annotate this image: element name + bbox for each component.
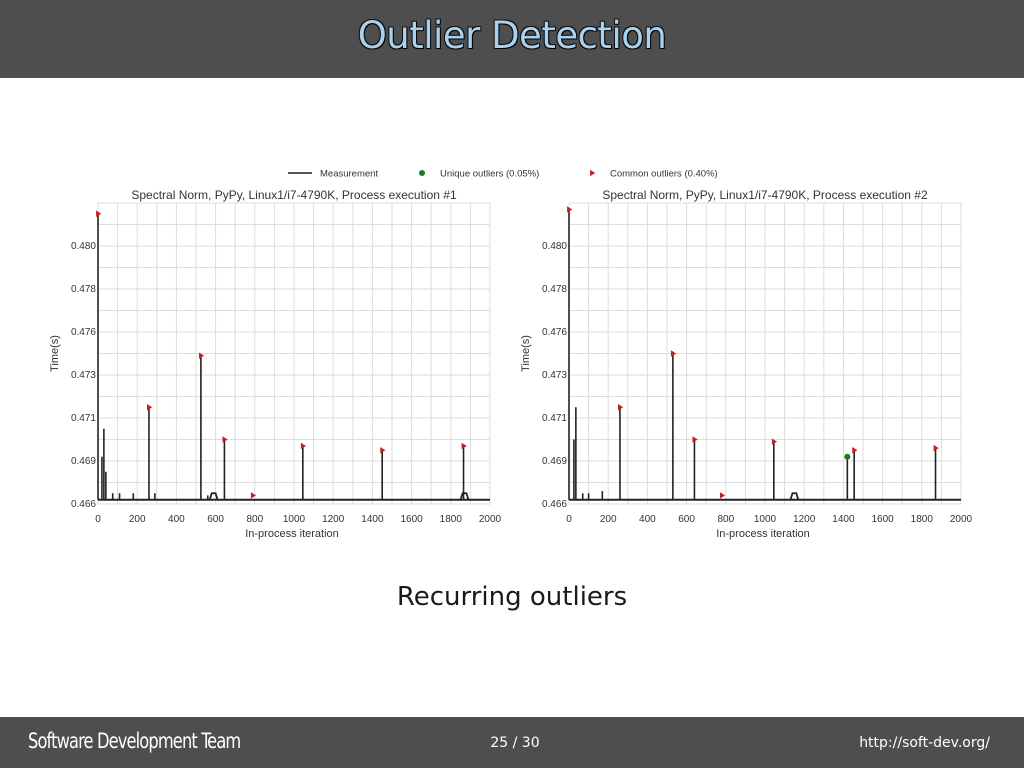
common-outlier-marker	[96, 210, 102, 217]
common-outlier-marker	[380, 447, 386, 454]
unique-outlier-marker	[844, 453, 851, 460]
y-axis-label: Time(s)	[49, 335, 61, 372]
legend-label: Measurement	[320, 169, 378, 180]
x-axis-label: In-process iteration	[716, 528, 810, 540]
y-tick-label: 0.473	[542, 370, 567, 381]
common-outlier-marker	[567, 206, 573, 213]
x-tick-label: 1600	[871, 514, 894, 525]
slide-caption: Recurring outliers	[396, 582, 628, 612]
common-outlier-marker	[618, 404, 624, 411]
x-tick-label: 1400	[832, 514, 855, 525]
x-axis-label: In-process iteration	[245, 528, 339, 540]
outlier-markers	[567, 206, 939, 499]
outlier-markers	[96, 210, 467, 499]
measurement-series	[97, 213, 490, 501]
y-tick-label: 0.471	[71, 413, 96, 424]
legend-label: Unique outliers (0.05%)	[440, 169, 539, 180]
measurement-bump	[459, 492, 470, 500]
chart-legend: Measurement Unique outliers (0.05%) Common…	[288, 169, 718, 180]
y-tick-label: 0.466	[542, 499, 567, 510]
y-axis-label: Time(s)	[520, 335, 532, 372]
x-tick-label: 400	[168, 514, 185, 525]
common-outlier-marker	[198, 352, 205, 359]
slide-header: Outlier Detection	[0, 0, 1024, 78]
y-tick-label: 0.480	[542, 241, 567, 252]
y-tick-label: 0.466	[71, 499, 96, 510]
chart-execution-1: Spectral Norm, PyPy, Linux1/i7-4790K, Pr…	[49, 188, 502, 540]
common-outlier-marker	[852, 447, 858, 454]
legend-circle-icon	[419, 170, 425, 176]
common-outlier-marker	[147, 404, 153, 411]
common-outlier-marker	[719, 492, 726, 499]
y-tick-label: 0.480	[71, 241, 96, 252]
slide-footer: Software Development Team 25 / 30 http:/…	[0, 717, 1024, 768]
common-outlier-marker	[300, 442, 307, 450]
x-tick-label: 0	[95, 514, 101, 525]
common-outlier-marker	[222, 436, 228, 443]
measurement-series	[568, 209, 961, 501]
x-tick-label: 2000	[950, 514, 973, 525]
legend-label: Common outliers (0.40%)	[610, 169, 718, 180]
x-tick-label: 1000	[283, 514, 306, 525]
x-tick-label: 800	[717, 514, 734, 525]
x-tick-label: 1600	[400, 514, 423, 525]
x-tick-label: 1800	[911, 514, 934, 525]
y-tick-label: 0.476	[71, 327, 96, 338]
common-outlier-marker	[461, 442, 467, 450]
grid-lines	[568, 202, 962, 505]
common-outlier-marker	[250, 492, 257, 499]
common-outlier-marker	[670, 350, 677, 357]
slide-title: Outlier Detection	[357, 14, 667, 57]
x-tick-label: 2000	[479, 514, 502, 525]
x-tick-label: 1200	[793, 514, 816, 525]
x-tick-label: 400	[639, 514, 656, 525]
x-tick-label: 600	[207, 514, 224, 525]
y-tick-label: 0.471	[542, 413, 567, 424]
chart-title: Spectral Norm, PyPy, Linux1/i7-4790K, Pr…	[602, 188, 928, 202]
y-tick-label: 0.478	[542, 284, 567, 295]
x-tick-label: 1200	[322, 514, 345, 525]
y-tick-label: 0.476	[542, 327, 567, 338]
x-tick-label: 1400	[361, 514, 384, 525]
measurement-bump	[208, 492, 219, 500]
x-tick-label: 200	[600, 514, 617, 525]
x-tick-label: 0	[566, 514, 572, 525]
footer-url[interactable]: http://soft-dev.org/	[859, 735, 990, 751]
chart-execution-2: Spectral Norm, PyPy, Linux1/i7-4790K, Pr…	[520, 188, 973, 540]
chart-title: Spectral Norm, PyPy, Linux1/i7-4790K, Pr…	[131, 188, 457, 202]
y-tick-label: 0.469	[542, 456, 567, 467]
y-tick-label: 0.478	[71, 284, 96, 295]
x-tick-label: 600	[678, 514, 695, 525]
x-tick-label: 1000	[754, 514, 777, 525]
common-outlier-marker	[692, 436, 698, 443]
common-outlier-marker	[771, 438, 778, 445]
x-tick-label: 200	[129, 514, 146, 525]
common-outlier-marker	[933, 444, 939, 452]
grid-lines	[97, 202, 491, 505]
x-tick-label: 1800	[440, 514, 463, 525]
footer-page-number: 25 / 30	[490, 735, 540, 751]
measurement-bump	[789, 492, 800, 500]
y-tick-label: 0.469	[71, 456, 96, 467]
footer-team-name: Software Development Team	[28, 729, 241, 753]
x-tick-label: 800	[246, 514, 263, 525]
y-tick-label: 0.473	[71, 370, 96, 381]
legend-triangle-icon	[590, 169, 596, 177]
